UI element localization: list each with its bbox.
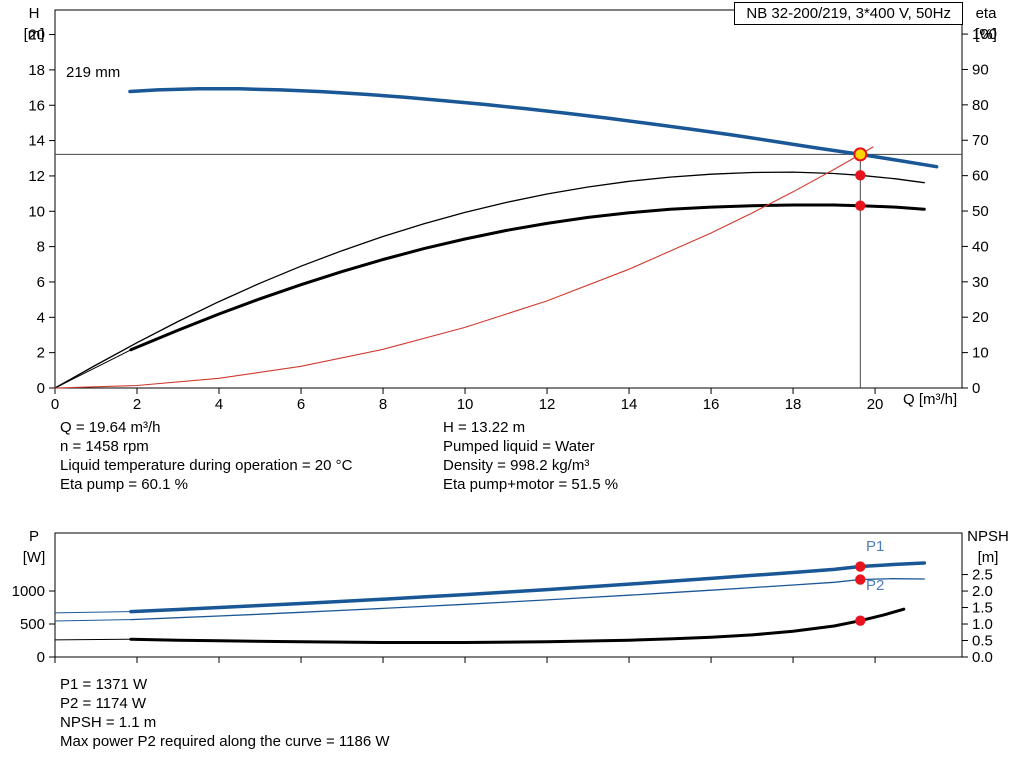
info-line: Pumped liquid = Water — [443, 438, 595, 455]
y-right-tick-label: 0.0 — [972, 649, 993, 666]
flow-axis-label: Q [m³/h] — [903, 391, 958, 408]
npsh-axis-symbol: NPSH — [967, 528, 1009, 545]
p2-curve-label: P2 — [866, 577, 885, 594]
duty-info-right: H = 13.22 m Pumped liquid = Water Density … — [443, 419, 618, 495]
y-right-tick-label: 70 — [972, 132, 989, 149]
curve-p1-power-lead — [54, 611, 131, 614]
info-line: Max power P2 required along the curve = … — [60, 733, 390, 750]
npsh-axis-title: NPSH [m] — [958, 526, 1018, 568]
y-right-tick-label: 2.0 — [972, 583, 993, 600]
info-line: Liquid temperature during operation = 20… — [60, 457, 353, 474]
info-line: P2 = 1174 W — [60, 695, 147, 712]
info-line: P1 = 1371 W — [60, 676, 148, 693]
y-right-tick-label: 60 — [972, 168, 989, 185]
x-tick-label: 2 — [133, 396, 141, 413]
curve-value-marker — [855, 170, 866, 181]
curve-value-marker — [855, 574, 866, 585]
x-tick-label: 16 — [703, 396, 720, 413]
y-left-tick-label: 2 — [37, 345, 45, 362]
curve-system-curve — [54, 146, 874, 389]
curve-value-marker — [855, 200, 866, 211]
curve-p2-power — [130, 578, 925, 621]
pump-model-box: NB 32-200/219, 3*400 V, 50Hz — [734, 2, 963, 25]
curve-p2-power-lead — [54, 619, 131, 622]
y-left-tick-label: 20 — [28, 27, 45, 44]
chart-frame — [54, 532, 963, 658]
y-right-tick-label: 80 — [972, 97, 989, 114]
y-right-tick-label: 100 — [972, 26, 997, 43]
y-right-tick-label: 50 — [972, 203, 989, 220]
y-left-tick-label: 16 — [28, 97, 45, 114]
y-left-tick-label: 500 — [20, 616, 45, 633]
curve-npsh-lead — [54, 638, 131, 641]
y-right-tick-label: 1.0 — [972, 616, 993, 633]
power-axis-title: P [W] — [13, 526, 55, 568]
y-left-tick-label: 12 — [28, 168, 45, 185]
x-tick-label: 0 — [51, 396, 59, 413]
info-line: Density = 998.2 kg/m³ — [443, 457, 590, 474]
eta-axis-title: eta [%] — [964, 3, 1008, 45]
y-left-tick-label: 6 — [37, 274, 45, 291]
y-left-tick-label: 18 — [28, 62, 45, 79]
head-axis-title: H [m] — [13, 3, 55, 45]
y-right-tick-label: 40 — [972, 238, 989, 255]
impeller-diameter-label: 219 mm — [66, 64, 121, 81]
info-line: n = 1458 rpm — [60, 438, 149, 455]
power-info: P1 = 1371 W P2 = 1174 W NPSH = 1.1 m Max po… — [60, 676, 390, 752]
x-tick-label: 12 — [539, 396, 556, 413]
x-tick-label: 18 — [785, 396, 802, 413]
curve-npsh — [129, 607, 906, 644]
curve-head-curve — [128, 87, 939, 169]
y-left-tick-label: 4 — [37, 309, 45, 326]
y-right-tick-label: 20 — [972, 309, 989, 326]
x-tick-label: 14 — [621, 396, 638, 413]
x-tick-label: 20 — [867, 396, 884, 413]
info-line: Q = 19.64 m³/h — [60, 419, 161, 436]
power-axis-unit: [W] — [22, 549, 46, 566]
info-line: Eta pump+motor = 51.5 % — [443, 476, 619, 493]
info-line: NPSH = 1.1 m — [60, 714, 157, 731]
x-tick-label: 8 — [379, 396, 387, 413]
y-right-tick-label: 0 — [972, 380, 980, 397]
duty-info-left: Q = 19.64 m³/h n = 1458 rpm Liquid tempera… — [60, 419, 352, 495]
p1-curve-label: P1 — [866, 538, 885, 555]
info-line: Eta pump = 60.1 % — [60, 476, 188, 493]
power-axis-symbol: P — [28, 528, 39, 545]
y-left-tick-label: 8 — [37, 239, 45, 256]
curve-eta-pump — [54, 171, 925, 389]
eta-axis-unit: [%] — [975, 26, 997, 43]
head-axis-symbol: H — [28, 5, 40, 22]
curve-value-marker — [855, 615, 866, 626]
y-left-tick-label: 14 — [28, 133, 45, 150]
y-left-tick-label: 10 — [28, 203, 45, 220]
head-axis-unit: [m] — [23, 26, 45, 43]
chart-frame — [54, 9, 963, 389]
y-left-tick-label: 0 — [37, 649, 45, 666]
duty-point-marker[interactable] — [853, 147, 868, 162]
y-right-tick-label: 1.5 — [972, 600, 993, 617]
y-right-tick-label: 10 — [972, 345, 989, 362]
curve-eta-pump-motor — [129, 203, 926, 352]
x-tick-label: 6 — [297, 396, 305, 413]
y-right-tick-label: 0.5 — [972, 633, 993, 650]
y-left-tick-label: 1000 — [12, 583, 45, 600]
y-right-tick-label: 30 — [972, 274, 989, 291]
curve-p1-power — [129, 561, 927, 614]
info-line: H = 13.22 m — [443, 419, 526, 436]
y-left-tick-label: 0 — [37, 380, 45, 397]
npsh-axis-unit: [m] — [977, 549, 999, 566]
x-tick-label: 4 — [215, 396, 223, 413]
y-right-tick-label: 2.5 — [972, 567, 993, 584]
x-tick-label: 10 — [457, 396, 474, 413]
y-right-tick-label: 90 — [972, 61, 989, 78]
eta-axis-symbol: eta — [975, 5, 997, 22]
curve-value-marker — [855, 561, 866, 572]
curve-eta-pump-motor-lead — [54, 349, 132, 389]
